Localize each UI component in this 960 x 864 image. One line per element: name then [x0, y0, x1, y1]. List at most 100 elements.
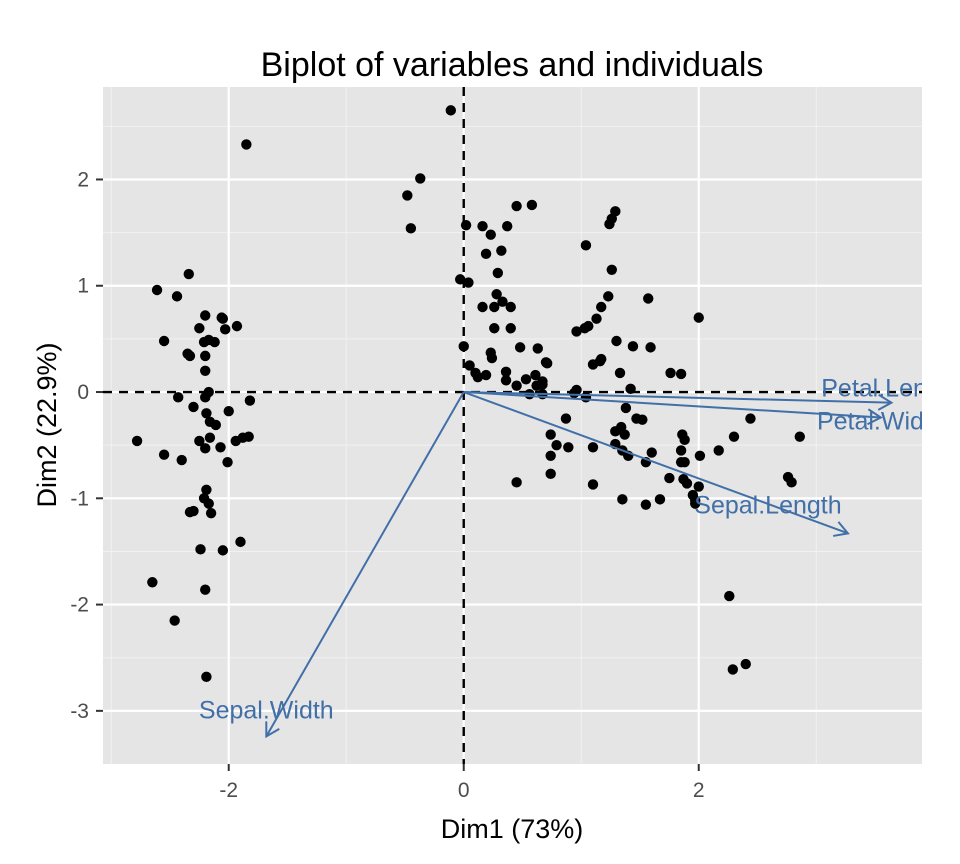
- y-tick-label: 0: [77, 381, 89, 404]
- individual-point: [596, 353, 607, 365]
- individual-point: [610, 206, 621, 217]
- variable-arrow-sepal-length: [463, 391, 849, 535]
- individual-point: [511, 380, 522, 391]
- individual-point: [654, 494, 666, 505]
- individual-point: [511, 200, 522, 212]
- x-tick-label: 2: [693, 779, 705, 802]
- individual-point: [458, 341, 469, 352]
- individual-point: [627, 341, 639, 352]
- y-axis-ticks: 2 1 0 -1 -2 -3: [70, 168, 103, 723]
- individual-point: [690, 498, 701, 509]
- individual-point: [551, 439, 562, 451]
- individual-point: [611, 335, 622, 347]
- individual-point: [194, 435, 205, 447]
- individual-point: [480, 369, 492, 381]
- individual-point: [745, 413, 756, 424]
- individual-point: [786, 477, 797, 488]
- x-tick-label: 0: [458, 779, 470, 802]
- variable-arrow-petal-length: [463, 391, 892, 404]
- individual-point: [587, 359, 599, 370]
- individual-point: [184, 350, 196, 362]
- individual-point: [520, 374, 532, 385]
- individual-point: [740, 658, 751, 670]
- individual-point: [540, 357, 552, 368]
- individual-point: [188, 401, 199, 413]
- individual-point: [216, 312, 227, 323]
- individual-point: [147, 577, 158, 588]
- variable-label-petal-length: Petal.Length: [821, 375, 960, 403]
- individual-point: [603, 291, 614, 302]
- individual-point: [477, 221, 488, 232]
- individual-point: [625, 383, 636, 395]
- arrow-head: [833, 521, 850, 537]
- individual-point: [201, 671, 212, 683]
- individual-point: [664, 472, 675, 484]
- individual-point: [614, 367, 626, 379]
- individual-point: [235, 536, 246, 548]
- individual-point: [617, 494, 628, 505]
- individual-point: [205, 507, 217, 519]
- individual-point: [241, 139, 252, 150]
- y-axis-title: Dim2 (22.9%): [32, 342, 62, 507]
- individual-point: [646, 447, 657, 458]
- variable-labels: Sepal.Length Sepal.Width Petal.Length Petal…: [199, 375, 960, 725]
- variable-arrow-petal-width: [463, 391, 881, 419]
- individual-point: [486, 352, 498, 364]
- individual-point: [679, 456, 690, 468]
- individual-point: [665, 367, 676, 379]
- individual-point: [209, 336, 220, 348]
- individual-point: [497, 296, 508, 307]
- individual-point: [402, 190, 413, 201]
- individual-point: [201, 408, 212, 419]
- individual-point: [223, 405, 234, 417]
- individual-point: [596, 301, 607, 313]
- y-tick-label: -2: [70, 594, 89, 617]
- x-tick-label: -2: [219, 779, 238, 802]
- individual-point: [204, 432, 216, 443]
- individual-point: [491, 289, 502, 300]
- individual-point: [645, 342, 656, 353]
- individual-point: [505, 301, 516, 313]
- individual-point: [580, 392, 592, 403]
- individual-point: [531, 380, 542, 391]
- variable-label-sepal-width: Sepal.Width: [199, 696, 334, 724]
- individual-point: [587, 479, 599, 490]
- individual-point: [526, 199, 538, 211]
- individual-point: [694, 450, 706, 461]
- individual-point: [693, 312, 704, 323]
- individual-point: [203, 386, 214, 398]
- individual-point: [489, 323, 500, 334]
- individual-point: [560, 413, 572, 424]
- individual-point: [505, 323, 516, 334]
- y-tick-label: -1: [70, 487, 89, 510]
- individual-point: [151, 284, 163, 296]
- individual-point: [460, 219, 472, 231]
- y-tick-label: -3: [70, 700, 89, 723]
- individual-point: [675, 445, 687, 456]
- x-axis-ticks: -2 0 2: [219, 764, 705, 802]
- individual-point: [200, 584, 211, 595]
- individual-point: [195, 544, 206, 555]
- individual-point: [220, 324, 231, 335]
- x-axis-title: Dim1 (73%): [441, 814, 584, 844]
- arrow-head: [867, 408, 883, 426]
- individual-point: [237, 432, 249, 443]
- individual-point: [485, 229, 496, 240]
- individual-point: [514, 342, 526, 353]
- arrow-head: [265, 721, 280, 739]
- individual-point: [200, 310, 211, 321]
- individual-point: [158, 449, 170, 460]
- individual-point: [217, 545, 229, 556]
- individual-point: [171, 291, 183, 302]
- individual-point: [222, 456, 233, 468]
- individual-point: [637, 414, 648, 425]
- individual-point: [606, 264, 617, 276]
- variable-arrows: [265, 391, 894, 739]
- individual-point: [231, 320, 243, 332]
- variable-label-petal-width: Petal.Width: [817, 408, 945, 436]
- individual-point: [201, 484, 212, 495]
- individual-point: [794, 431, 805, 442]
- individual-point: [477, 301, 488, 313]
- individual-point: [620, 402, 632, 414]
- individual-point: [713, 445, 724, 456]
